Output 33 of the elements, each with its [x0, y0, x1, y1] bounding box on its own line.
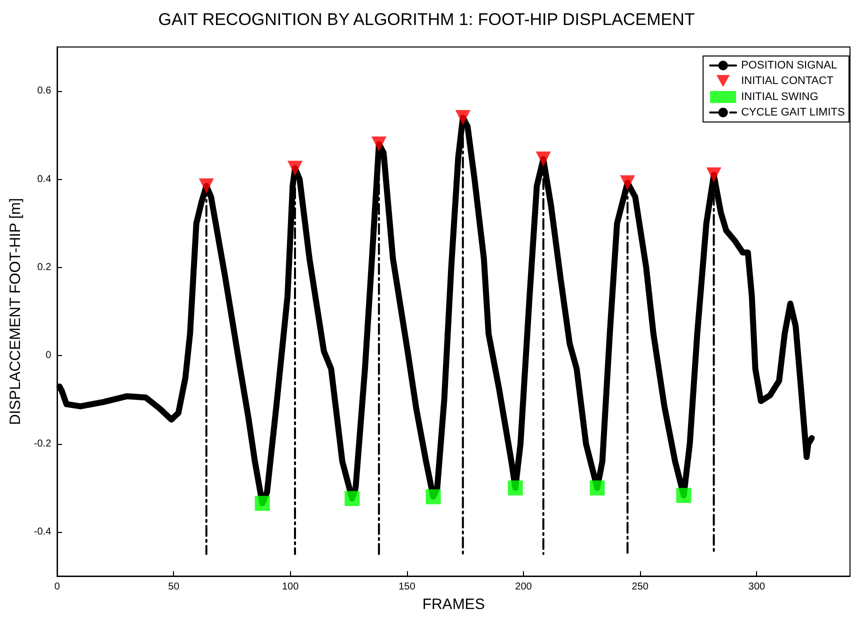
point: [287, 160, 302, 176]
legend-label: INITIAL CONTACT: [741, 75, 834, 87]
y-tick-label: 0.6: [37, 86, 52, 97]
point: [620, 175, 636, 190]
y-tick-label: 0: [46, 350, 52, 362]
point: [508, 480, 523, 496]
chart-title: GAIT RECOGNITION BY ALGORITHM 1: FOOT-HIP DISPLACEMENT: [158, 10, 695, 29]
x-tick-label: 100: [282, 582, 300, 593]
y-tick-label: 0.2: [37, 262, 52, 273]
point: [371, 136, 386, 152]
x-axis-title: FRAMES: [422, 596, 485, 613]
x-tick-label: 150: [398, 582, 416, 593]
y-tick-label: -0.2: [34, 438, 52, 450]
x-tick-label: 0: [54, 582, 60, 593]
x-tick-label: 50: [168, 582, 180, 593]
legend-label: CYCLE GAIT LIMITS: [741, 106, 845, 118]
legend-label: INITIAL SWING: [741, 91, 818, 103]
y-tick-label: -0.4: [34, 526, 52, 538]
point: [706, 167, 722, 182]
legend-label: POSITION SIGNAL: [741, 60, 838, 72]
y-axis-title: DISPLACCEMENT FOOT-HIP [m]: [7, 198, 24, 426]
point: [198, 178, 214, 194]
x-tick-label: 250: [632, 582, 649, 593]
point: [455, 110, 470, 126]
x-tick-label: 200: [515, 582, 532, 593]
point: [344, 491, 360, 506]
point: [536, 151, 551, 166]
point: [676, 488, 692, 503]
point: [254, 496, 270, 511]
x-tick-label: 300: [748, 582, 766, 593]
point: [426, 489, 441, 504]
point: [590, 480, 605, 496]
y-tick-label: 0.4: [37, 174, 52, 185]
